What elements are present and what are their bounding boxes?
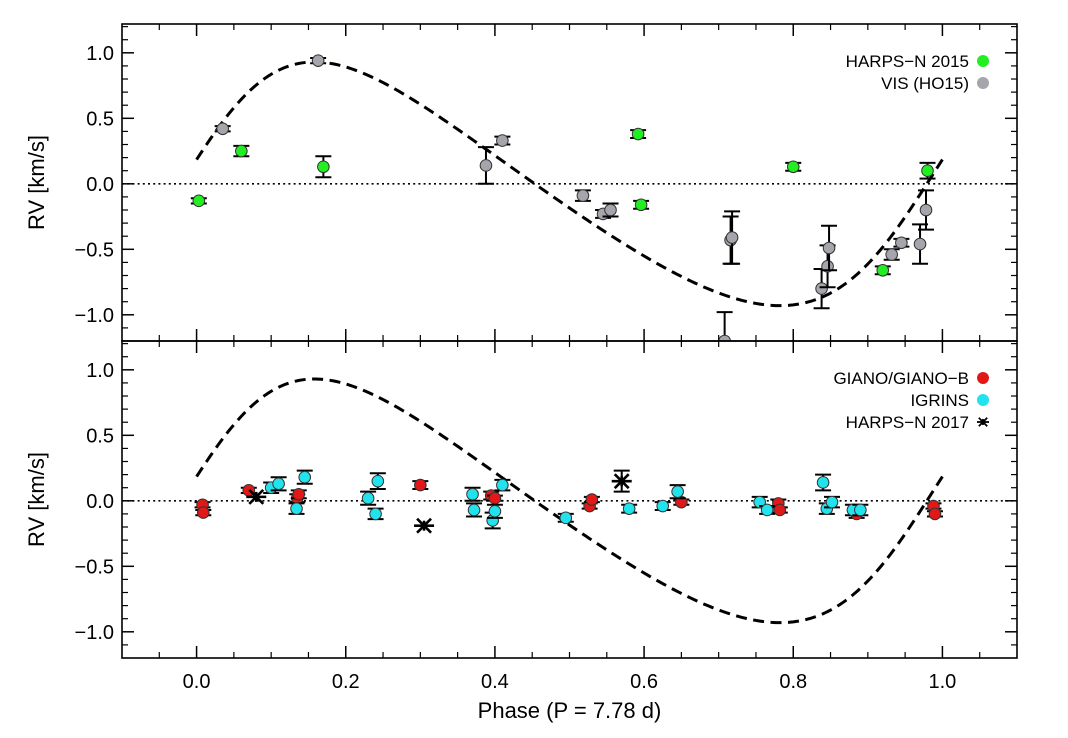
data-point (585, 493, 599, 506)
error-bar (716, 311, 733, 341)
top-plot-frame (121, 23, 1018, 342)
data-point (753, 495, 766, 509)
data-point (292, 487, 306, 501)
legend-label: HARPS−N 2015 (846, 52, 969, 71)
legend-marker (977, 77, 989, 89)
y-tick-label: −1.0 (75, 305, 114, 327)
bottom-y-axis-title: RV [km/s] (24, 452, 49, 547)
top-panel: −1.0 −0.5 0.0 0.5 1.0 RV [km/s] HARPS−N 2015 V… (24, 23, 1018, 342)
data-point (467, 503, 481, 517)
data-point (885, 248, 899, 261)
data-point (718, 334, 731, 341)
data-point (876, 263, 890, 277)
legend-marker (977, 372, 989, 384)
data-point (311, 54, 325, 67)
x-tick-label: 0.6 (630, 671, 658, 693)
data-point (773, 503, 787, 517)
data-point-asterisk (246, 488, 267, 505)
data-point (488, 491, 502, 505)
legend-label: VIS (HO15) (881, 74, 969, 93)
legend-label: HARPS−N 2017 (846, 413, 969, 432)
data-point (928, 507, 942, 521)
bottom-model-curve (195, 377, 944, 625)
data-point (298, 470, 312, 484)
data-point-asterisk (611, 473, 632, 490)
data-point (576, 189, 590, 202)
bottom-series-igrins (263, 469, 869, 530)
data-point-asterisk (414, 517, 435, 534)
data-point (895, 236, 908, 250)
data-point (290, 502, 303, 515)
data-point (496, 134, 509, 147)
data-point (854, 503, 867, 517)
legend-marker-asterisk (977, 417, 989, 427)
data-point (631, 127, 645, 141)
legend-marker (977, 55, 989, 67)
y-tick-label: −0.5 (75, 556, 114, 578)
y-tick-label: 0.5 (86, 108, 114, 130)
data-point (192, 194, 206, 208)
data-point (622, 502, 636, 515)
data-point (235, 144, 248, 158)
top-legend: HARPS−N 2015 VIS (HO15) (846, 52, 989, 93)
data-point (825, 495, 839, 509)
y-tick-label: 1.0 (86, 360, 114, 382)
data-point (272, 477, 285, 491)
data-point (919, 203, 933, 217)
data-point (671, 485, 684, 498)
data-point (496, 478, 509, 492)
bottom-legend: GIANO/GIANO−B IGRINS HARPS−N 2017 (833, 369, 989, 432)
x-tick-label: 0.8 (779, 671, 807, 693)
data-point (371, 474, 385, 488)
data-point (816, 476, 830, 489)
bottom-series-harps_2017 (246, 469, 632, 534)
data-point (216, 122, 229, 136)
data-point (196, 506, 210, 519)
y-tick-label: −1.0 (75, 622, 114, 644)
data-point (479, 159, 493, 172)
top-axes: −1.0 −0.5 0.0 0.5 1.0 RV [km/s] (24, 24, 1017, 341)
data-point (921, 164, 934, 178)
y-tick-label: −0.5 (75, 239, 114, 261)
y-tick-label: 0.0 (86, 491, 114, 513)
data-point (760, 503, 774, 517)
top-plot-content (122, 54, 1017, 341)
data-point (913, 237, 927, 251)
x-tick-label: 0.2 (332, 671, 360, 693)
legend-label: GIANO/GIANO−B (833, 369, 969, 388)
data-point (786, 160, 800, 174)
bottom-axes: 0.0 0.2 0.4 0.6 0.8 1.0 −1.0 −0.5 0.0 0.5 1.0 RV [k… (24, 341, 1017, 693)
bottom-panel: 0.0 0.2 0.4 0.6 0.8 1.0 −1.0 −0.5 0.0 0.5 1.0 RV [k… (24, 340, 1018, 693)
x-tick-label: 1.0 (929, 671, 957, 693)
y-tick-label: 0.0 (86, 174, 114, 196)
data-point (725, 231, 739, 244)
data-point (559, 511, 573, 525)
data-point (604, 203, 617, 217)
legend-marker (977, 394, 989, 406)
x-tick-label: 0.4 (481, 671, 509, 693)
data-point (466, 487, 479, 501)
y-tick-label: 0.5 (86, 425, 114, 447)
y-tick-label: 1.0 (86, 43, 114, 65)
x-axis-title: Phase (P = 7.78 d) (478, 698, 662, 723)
top-series-vis (214, 54, 935, 341)
bottom-plot-content (122, 377, 1017, 625)
top-series-harps_2015 (190, 127, 936, 277)
data-point (369, 507, 382, 521)
data-point (822, 241, 836, 255)
legend-label: IGRINS (910, 391, 969, 410)
bottom-series-giano (194, 478, 943, 521)
x-tick-label: 0.0 (183, 671, 211, 693)
data-point (361, 491, 375, 505)
top-y-axis-title: RV [km/s] (24, 135, 49, 230)
data-point (317, 160, 330, 174)
data-point (815, 282, 828, 295)
data-point (414, 478, 427, 492)
data-point (634, 198, 648, 212)
data-point (656, 499, 670, 513)
data-point (821, 260, 834, 273)
data-point (488, 504, 502, 518)
